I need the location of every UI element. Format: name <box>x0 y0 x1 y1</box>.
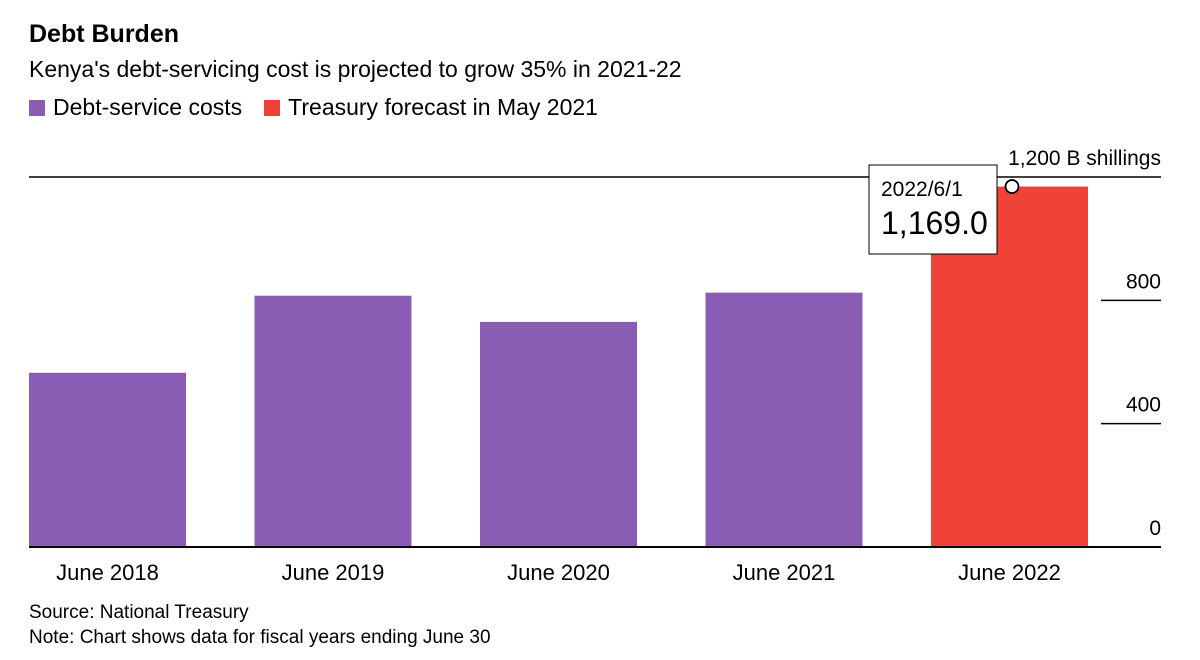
legend-label-treasury-forecast: Treasury forecast in May 2021 <box>288 94 598 120</box>
bar-chart: 0 400 800 1,200 B shillings June 2018 June 20… <box>29 147 1161 585</box>
tooltip-box <box>868 164 998 255</box>
legend-item-treasury-forecast: Treasury forecast in May 2021 <box>264 94 598 121</box>
bar-1 <box>254 295 412 547</box>
x-tick-label-4: June 2022 <box>958 560 1061 585</box>
tooltip-date: 2022/6/1 <box>881 178 963 201</box>
x-tick-label-0: June 2018 <box>56 560 159 585</box>
x-tick-label-1: June 2019 <box>282 560 385 585</box>
chart-subtitle: Kenya's debt-servicing cost is projected… <box>29 56 682 82</box>
bar-2 <box>480 321 637 547</box>
legend-label-debt-service: Debt-service costs <box>53 94 243 120</box>
y-tick-label-0: 0 <box>1149 517 1161 540</box>
legend-swatch-debt-service <box>29 99 45 116</box>
y-tick-label-2: 800 <box>1126 270 1161 293</box>
y-tick-label-3: 1,200 B shillings <box>1008 147 1161 170</box>
fiscal-note: Note: Chart shows data for fiscal years … <box>29 627 491 648</box>
tooltip-marker <box>1004 179 1020 194</box>
legend-item-debt-service: Debt-service costs <box>29 94 242 121</box>
legend: Debt-service costs Treasury forecast in … <box>29 94 620 121</box>
bar-0 <box>29 372 186 547</box>
tooltip-value: 1,169.0 <box>881 205 988 241</box>
chart-title: Debt Burden <box>29 20 179 48</box>
x-tick-label-2: June 2020 <box>507 560 610 585</box>
legend-swatch-treasury-forecast <box>264 99 281 116</box>
source-note: Source: National Treasury <box>29 602 249 623</box>
bar-3 <box>705 292 863 547</box>
y-tick-label-1: 400 <box>1126 394 1161 417</box>
x-tick-label-3: June 2021 <box>733 560 836 585</box>
